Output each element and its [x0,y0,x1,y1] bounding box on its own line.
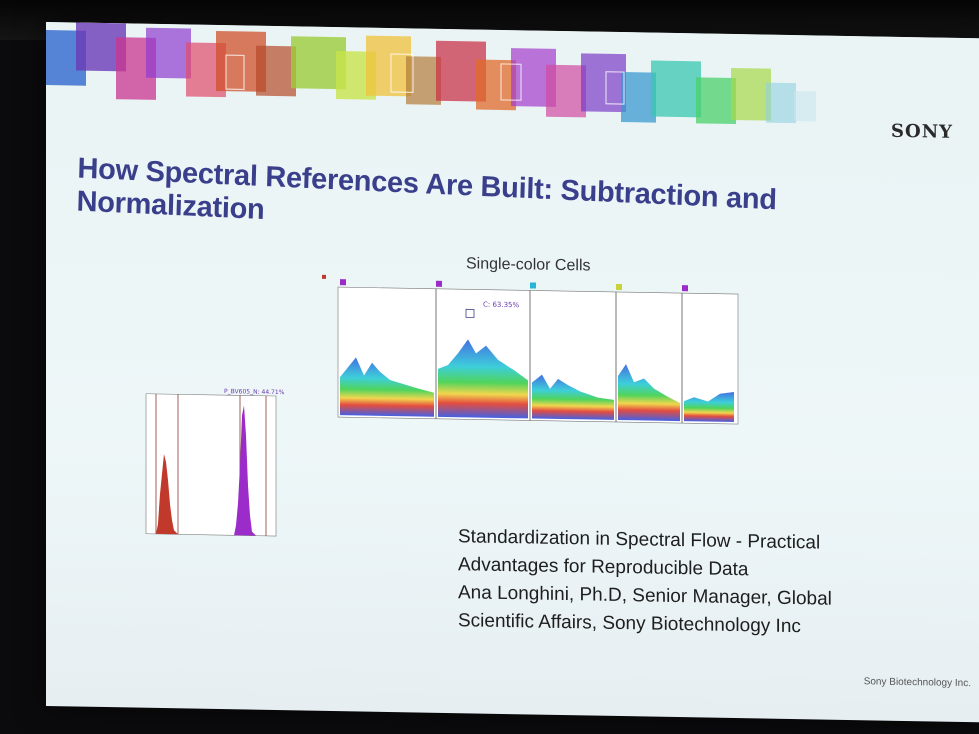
histogram-plot: P_BV605_N: 44.71% [145,388,285,537]
presentation-slide: SONY How Spectral References Are Built: … [46,22,979,723]
sony-logo: SONY [891,120,953,143]
spectrum-gate-label: C: 63.35% [483,301,520,310]
slide-title: How Spectral References Are Built: Subtr… [76,152,778,227]
presentation-caption: Standardization in Spectral Flow - Pract… [458,523,938,643]
histogram-gate-label: P_BV605_N: 44.71% [224,388,285,396]
spectrum-plot: C: 63.35% [322,274,739,425]
color-banner [46,22,979,149]
slide-footer: Sony Biotechnology Inc. [863,676,971,690]
